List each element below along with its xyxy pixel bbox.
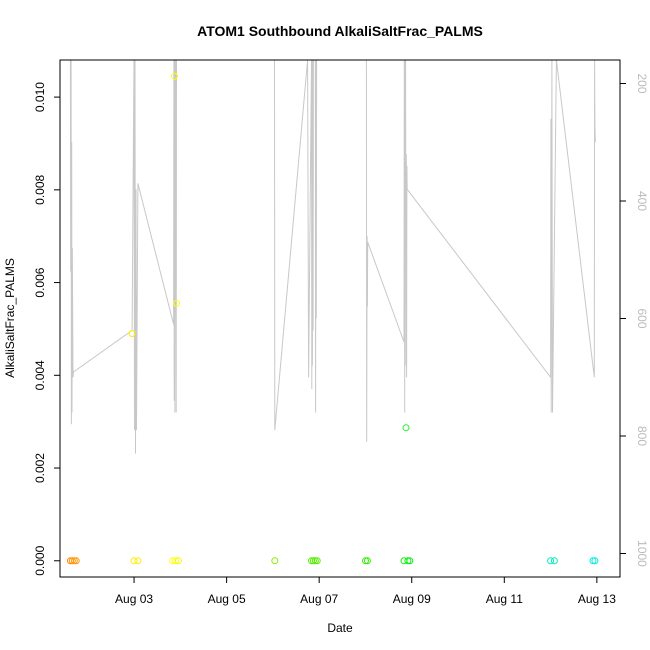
y-axis-label: AlkaliSaltFrac_PALMS xyxy=(3,258,17,378)
data-point xyxy=(406,557,414,565)
data-point xyxy=(134,557,142,565)
data-point xyxy=(591,557,599,565)
data-point xyxy=(313,557,321,565)
data-point xyxy=(363,557,371,565)
x-tick-label: Aug 09 xyxy=(393,592,431,606)
data-point xyxy=(547,557,555,565)
data-point xyxy=(72,557,80,565)
y-tick-label: 0.010 xyxy=(33,82,47,112)
y2-tick-label: 400 xyxy=(635,191,649,211)
y-tick-label: 0.008 xyxy=(33,174,47,204)
data-point xyxy=(173,299,180,307)
x-axis: Aug 03 Aug 05 Aug 07 Aug 09 Aug 11 Aug 13 xyxy=(115,577,616,606)
data-point xyxy=(128,330,136,338)
x-tick-label: Aug 07 xyxy=(300,592,338,606)
data-point xyxy=(362,557,369,565)
x-tick-label: Aug 11 xyxy=(486,592,523,606)
data-point xyxy=(271,557,279,565)
y2-tick-label: 800 xyxy=(635,426,649,446)
y-tick-label: 0.000 xyxy=(33,545,47,575)
secondary-track-layer xyxy=(69,59,596,454)
y2-tick-label: 600 xyxy=(635,308,649,328)
data-point xyxy=(309,557,317,565)
data-point xyxy=(404,557,412,565)
data-point xyxy=(172,557,179,565)
data-point xyxy=(171,72,178,80)
x-axis-label: Date xyxy=(327,621,353,635)
y-tick-label: 0.006 xyxy=(33,267,47,297)
data-point xyxy=(589,557,597,565)
chart-title: ATOM1 Southbound AlkaliSaltFrac_PALMS xyxy=(197,23,483,39)
data-point xyxy=(174,557,182,565)
altitude-track-line xyxy=(69,59,596,454)
x-tick-label: Aug 13 xyxy=(578,592,616,606)
secondary-y-axis: 200 400 600 800 1000 xyxy=(620,73,649,567)
data-point xyxy=(70,557,78,565)
data-point xyxy=(311,557,319,565)
points-layer xyxy=(66,72,599,565)
plot-frame xyxy=(59,59,621,578)
x-tick-label: Aug 05 xyxy=(208,592,246,606)
data-point xyxy=(130,557,138,565)
y-axis: 0.000 0.002 0.004 0.006 0.008 0.010 xyxy=(33,82,60,576)
data-point xyxy=(550,557,558,565)
y-tick-label: 0.004 xyxy=(33,360,47,390)
x-tick-label: Aug 03 xyxy=(115,592,153,606)
y-tick-label: 0.002 xyxy=(33,453,47,483)
y2-tick-label: 1000 xyxy=(635,540,649,567)
data-point xyxy=(402,424,410,432)
y2-tick-label: 200 xyxy=(635,73,649,93)
data-point xyxy=(68,557,76,565)
